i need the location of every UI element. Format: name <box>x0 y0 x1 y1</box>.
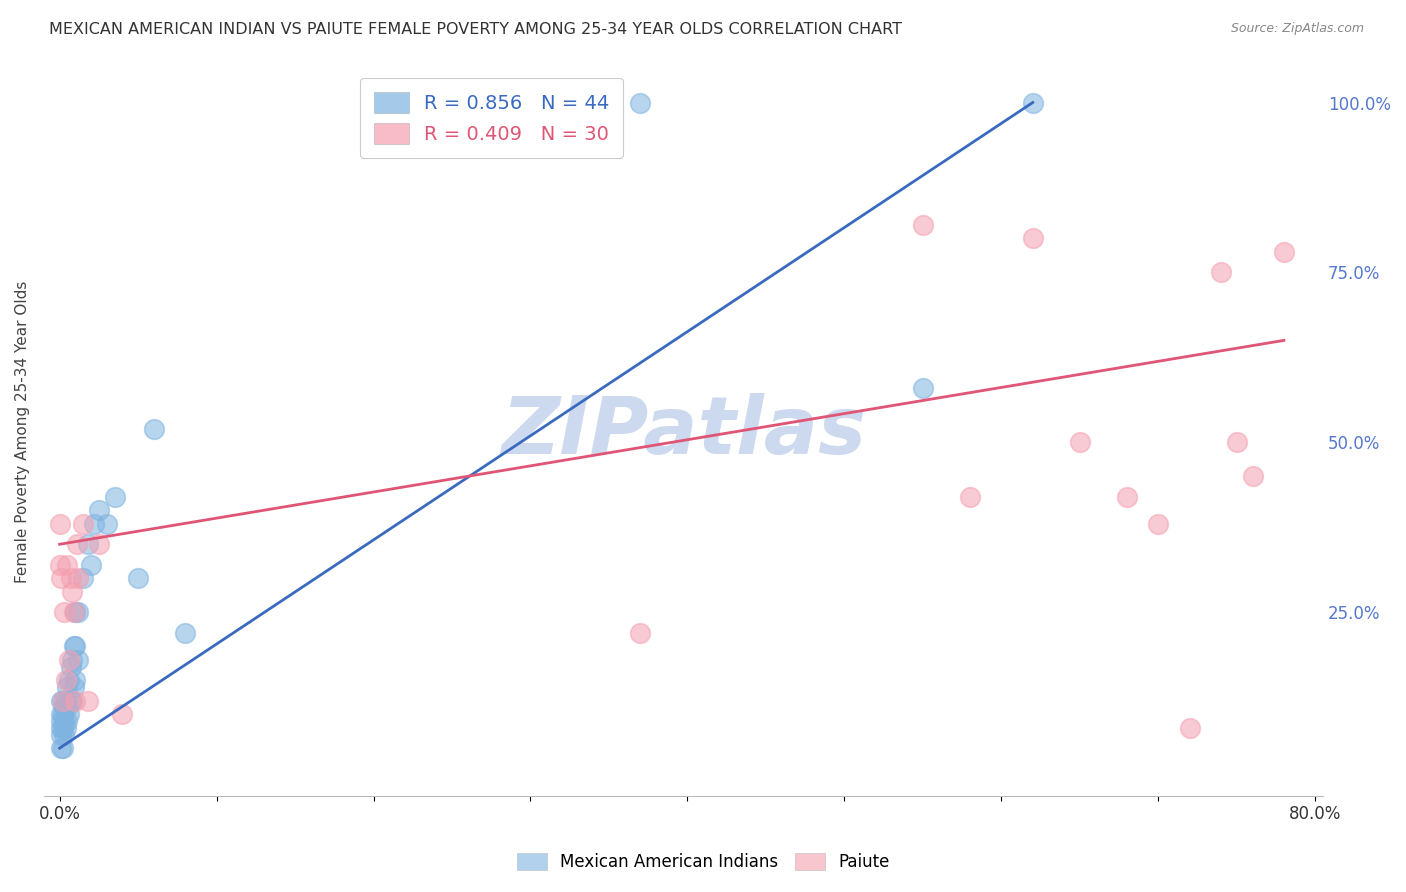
Point <box>49 714 72 728</box>
Point <box>1241 469 1264 483</box>
Point <box>66 537 89 551</box>
Point <box>80 558 103 572</box>
Point <box>67 605 90 619</box>
Point <box>76 537 98 551</box>
Point <box>959 490 981 504</box>
Point <box>52 741 75 756</box>
Point <box>59 659 82 673</box>
Point <box>58 707 80 722</box>
Point <box>1022 231 1045 245</box>
Point <box>67 653 90 667</box>
Point <box>1069 435 1091 450</box>
Point <box>52 693 75 707</box>
Point <box>56 558 79 572</box>
Point <box>72 571 94 585</box>
Point <box>49 707 72 722</box>
Point <box>53 728 76 742</box>
Point <box>55 721 77 735</box>
Point <box>1226 435 1249 450</box>
Point <box>49 721 72 735</box>
Point <box>53 605 76 619</box>
Point <box>1022 95 1045 110</box>
Point <box>1178 721 1201 735</box>
Point <box>911 218 934 232</box>
Point <box>72 516 94 531</box>
Point <box>55 673 77 688</box>
Point <box>48 516 70 531</box>
Point <box>65 605 87 619</box>
Point <box>49 693 72 707</box>
Point <box>83 516 105 531</box>
Y-axis label: Female Poverty Among 25-34 Year Olds: Female Poverty Among 25-34 Year Olds <box>15 281 30 583</box>
Point <box>67 571 90 585</box>
Point <box>96 516 118 531</box>
Point <box>65 639 87 653</box>
Point <box>56 714 79 728</box>
Point <box>55 693 77 707</box>
Point <box>127 571 149 585</box>
Point <box>48 558 70 572</box>
Point <box>911 381 934 395</box>
Point <box>49 728 72 742</box>
Point <box>49 571 72 585</box>
Point <box>1211 265 1233 279</box>
Point <box>103 490 125 504</box>
Point <box>62 639 84 653</box>
Point <box>1147 516 1170 531</box>
Text: ZIPatlas: ZIPatlas <box>501 393 866 471</box>
Point <box>53 700 76 714</box>
Point <box>60 653 83 667</box>
Point <box>52 693 75 707</box>
Point <box>174 625 197 640</box>
Point <box>60 585 83 599</box>
Text: MEXICAN AMERICAN INDIAN VS PAIUTE FEMALE POVERTY AMONG 25-34 YEAR OLDS CORRELATI: MEXICAN AMERICAN INDIAN VS PAIUTE FEMALE… <box>49 22 903 37</box>
Point <box>52 707 75 722</box>
Point <box>87 537 110 551</box>
Point <box>62 680 84 694</box>
Point <box>56 700 79 714</box>
Point <box>53 714 76 728</box>
Point <box>52 721 75 735</box>
Point <box>142 422 165 436</box>
Text: Source: ZipAtlas.com: Source: ZipAtlas.com <box>1230 22 1364 36</box>
Point <box>49 741 72 756</box>
Point <box>1116 490 1139 504</box>
Point <box>76 693 98 707</box>
Point <box>59 693 82 707</box>
Point <box>59 571 82 585</box>
Point <box>60 693 83 707</box>
Legend: Mexican American Indians, Paiute: Mexican American Indians, Paiute <box>508 845 898 880</box>
Point <box>58 653 80 667</box>
Point <box>58 673 80 688</box>
Point <box>56 680 79 694</box>
Point <box>65 673 87 688</box>
Point <box>628 95 651 110</box>
Point <box>65 693 87 707</box>
Point <box>111 707 134 722</box>
Point <box>1272 245 1295 260</box>
Legend: R = 0.856   N = 44, R = 0.409   N = 30: R = 0.856 N = 44, R = 0.409 N = 30 <box>360 78 623 158</box>
Point <box>628 625 651 640</box>
Point <box>62 605 84 619</box>
Point <box>87 503 110 517</box>
